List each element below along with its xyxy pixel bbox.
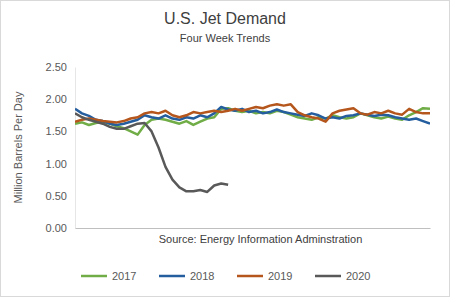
y-axis: 0.00 0.50 1.00 1.50 2.00 2.50	[46, 61, 76, 234]
y-tick: 0.50	[46, 190, 75, 202]
subtitle: Four Week Trends	[180, 32, 271, 44]
x-axis	[76, 228, 431, 229]
y-tick: 0.00	[46, 222, 75, 234]
chart-border	[1, 1, 450, 297]
y-tick-label: 0.50	[46, 190, 67, 202]
legend-label: 2020	[346, 270, 370, 282]
y-tick-label: 0.00	[46, 222, 67, 234]
series-line	[75, 113, 228, 192]
legend-label: 2017	[112, 270, 136, 282]
y-tick: 1.50	[46, 125, 75, 137]
y-axis-title: Million Barrels Per Day	[12, 91, 24, 203]
legend-entry: 2019	[237, 270, 292, 282]
title: U.S. Jet Demand	[164, 10, 286, 27]
y-tick: 2.50	[46, 61, 75, 73]
y-tick-label: 1.00	[46, 158, 67, 170]
annotation: Source: Energy Information Adminstration	[159, 233, 363, 245]
legend-swatch	[159, 275, 185, 278]
legend-swatch	[237, 275, 263, 278]
legend-label: 2018	[190, 270, 214, 282]
legend-entry: 2018	[159, 270, 214, 282]
y-tick-label: 2.00	[46, 93, 67, 105]
y-axis-line	[75, 68, 76, 229]
y-tick: 2.00	[46, 93, 75, 105]
x-axis-line	[76, 228, 431, 229]
y-tick-label: 2.50	[46, 61, 67, 73]
y-tick-label: 1.50	[46, 125, 67, 137]
legend-label: 2019	[268, 270, 292, 282]
legend-entry: 2020	[315, 270, 370, 282]
plot: 0.00 0.50 1.00 1.50 2.00 2.50	[46, 61, 431, 234]
series-line	[75, 104, 430, 122]
lines	[75, 104, 430, 192]
chart: U.S. Jet Demand Four Week Trends 0.00 0.50 1…	[0, 0, 450, 297]
legend-swatch	[81, 275, 107, 278]
legend: 2017 2018 2019 2020	[81, 270, 370, 282]
legend-swatch	[315, 275, 341, 278]
series-line	[75, 107, 430, 125]
y-tick: 1.00	[46, 158, 75, 170]
legend-entry: 2017	[81, 270, 136, 282]
